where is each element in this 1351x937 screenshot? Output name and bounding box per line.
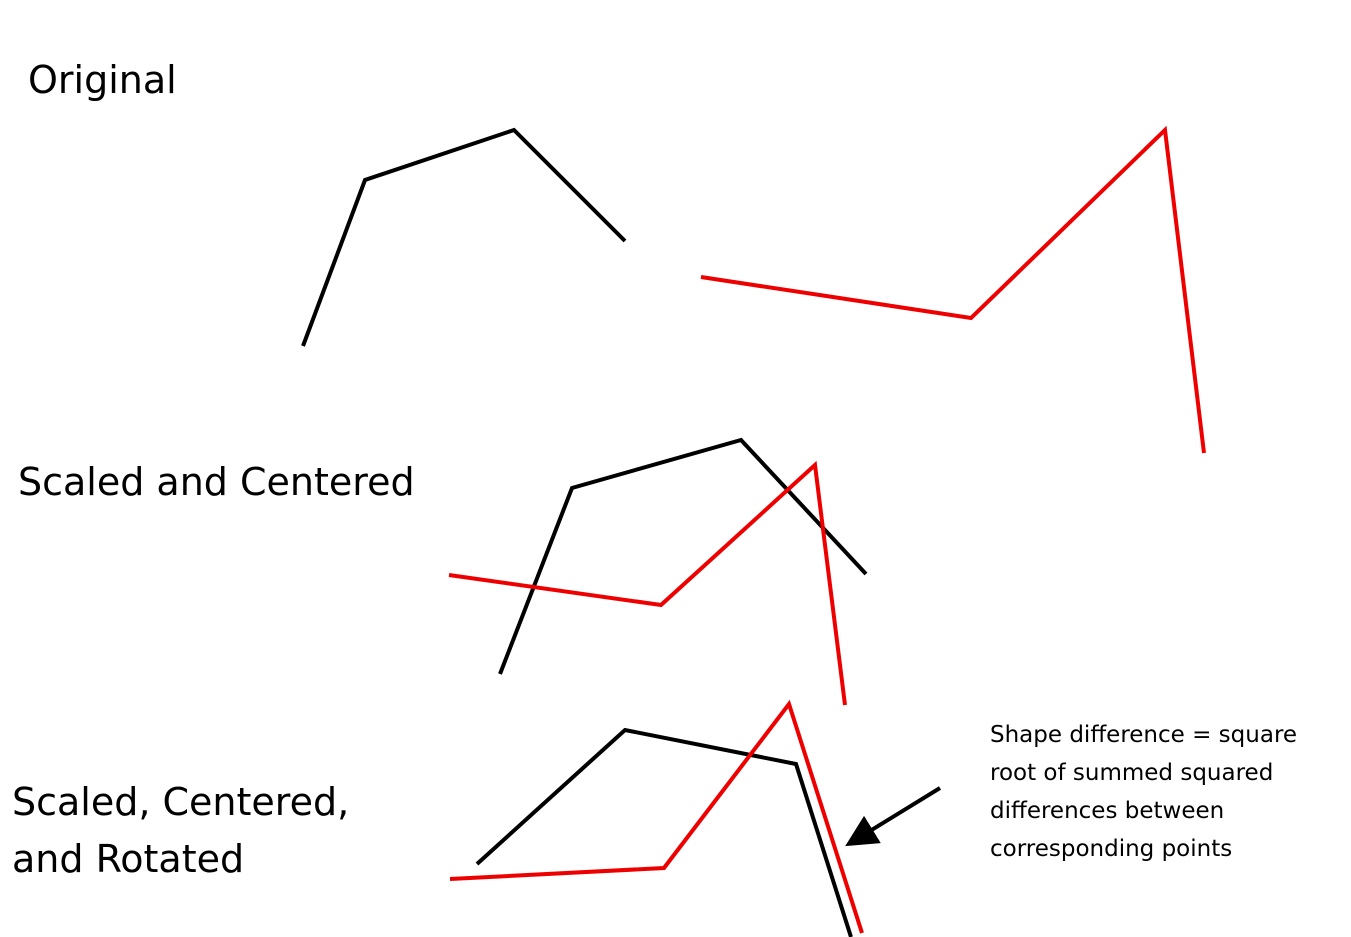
note-line-2: root of summed squared	[990, 760, 1274, 786]
note-line-1: Shape difference = square	[990, 722, 1298, 748]
note-line-3: differences between	[990, 798, 1225, 824]
scaled-centered-shape-black	[498, 437, 868, 675]
difference-arrow	[845, 786, 942, 847]
rotated-shape-red	[449, 699, 864, 934]
original-shape-red	[700, 125, 1206, 454]
scaled-centered-rotated-label: Scaled, Centered, and Rotated	[12, 774, 349, 888]
rotated-shape-black	[475, 727, 853, 937]
scaled-centered-rotated-label-line-1: Scaled, Centered,	[12, 780, 350, 824]
note-line-4: corresponding points	[990, 836, 1233, 862]
scaled-centered-label: Scaled and Centered	[18, 460, 415, 504]
original-shape-black	[301, 127, 627, 347]
scaled-centered-rotated-label-line-2: and Rotated	[12, 837, 245, 881]
original-label: Original	[28, 58, 177, 102]
shape-difference-note: Shape difference = square root of summed…	[990, 716, 1340, 868]
scaled-centered-shape-red	[448, 460, 847, 706]
